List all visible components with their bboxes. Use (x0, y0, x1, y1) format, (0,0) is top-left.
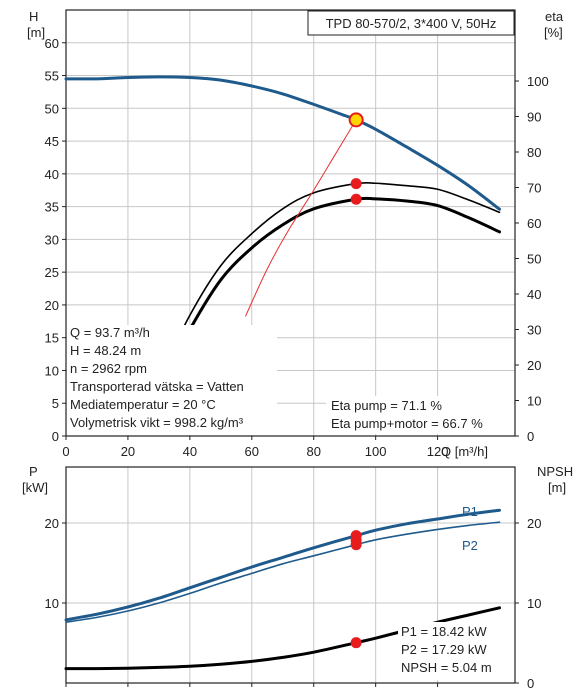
eta-axis-label: eta (545, 9, 564, 24)
info-temperature: Mediatemperatur = 20 °C (70, 397, 216, 412)
npsh-tick-label: 10 (527, 596, 541, 611)
eta-tick-label: 50 (527, 252, 541, 267)
flow-tick-label: 60 (245, 444, 259, 459)
info-p1: P1 = 18.42 kW (401, 624, 487, 639)
power-tick-label: 20 (45, 516, 59, 531)
info-p2: P2 = 17.29 kW (401, 642, 487, 657)
info-density: Volymetrisk vikt = 998.2 kg/m³ (70, 415, 244, 430)
info-head: H = 48.24 m (70, 343, 141, 358)
head-tick-label: 5 (52, 396, 59, 411)
eta-tick-label: 100 (527, 74, 549, 89)
lower-markers (350, 530, 362, 649)
lower-tick-labels: 10 20 0 10 20 (45, 516, 542, 691)
flow-tick-label: 20 (121, 444, 135, 459)
npsh-axis-unit: [m] (548, 480, 566, 495)
eta-tick-label: 10 (527, 394, 541, 409)
npsh-point-marker (350, 637, 362, 649)
info-npsh: NPSH = 5.04 m (401, 660, 492, 675)
eta-tick-label: 0 (527, 429, 534, 444)
duty-point-marker (348, 112, 364, 128)
eta-tick-label: 70 (527, 181, 541, 196)
power-point-marker (350, 534, 362, 546)
eta-total-curve (157, 196, 502, 392)
eta-tick-label: 90 (527, 110, 541, 125)
flow-tick-label: 120 (427, 444, 449, 459)
head-tick-label: 15 (45, 331, 59, 346)
eta-tick-label: 30 (527, 323, 541, 338)
info-eta-pump: Eta pump = 71.1 % (331, 398, 442, 413)
power-axis-unit: [kW] (22, 480, 48, 495)
eta-tick-label: 60 (527, 216, 541, 231)
head-tick-label: 35 (45, 200, 59, 215)
head-tick-label: 45 (45, 134, 59, 149)
flow-tick-label: 80 (306, 444, 320, 459)
eta-tick-label: 40 (527, 287, 541, 302)
head-tick-label: 55 (45, 69, 59, 84)
head-curve (64, 75, 502, 211)
head-tick-label: 20 (45, 298, 59, 313)
head-tick-label: 50 (45, 101, 59, 116)
npsh-tick-label: 0 (527, 676, 534, 691)
efficiency-info-box (326, 396, 514, 434)
head-tick-label: 10 (45, 363, 59, 378)
eta-pump-curve (158, 181, 501, 380)
npsh-axis-label: NPSH (537, 464, 573, 479)
info-flow: Q = 93.7 m³/h (70, 325, 150, 340)
npsh-tick-label: 20 (527, 516, 541, 531)
series-label-p1: P1 (462, 504, 478, 519)
p1-curve (64, 508, 502, 622)
upper-tick-labels: 0 5 10 15 20 25 30 35 40 45 50 55 60 0 10 20 30 40 50 60 70 8… (45, 36, 549, 459)
head-tick-label: 60 (45, 36, 59, 51)
system-curve (245, 119, 357, 317)
model-box (307, 10, 515, 36)
flow-tick-label: 100 (365, 444, 387, 459)
upper-markers (348, 112, 364, 205)
power-axis-label: P (29, 464, 38, 479)
eta-tick-label: 80 (527, 145, 541, 160)
head-tick-label: 0 (52, 429, 59, 444)
flow-axis-label: Q [m³/h] (441, 444, 488, 459)
lower-plot-frame (65, 466, 516, 684)
upper-series-layer (64, 75, 502, 392)
head-tick-label: 25 (45, 265, 59, 280)
series-label-p2: P2 (462, 538, 478, 553)
flow-tick-label: 40 (183, 444, 197, 459)
power-info-box (398, 622, 514, 680)
head-tick-label: 40 (45, 167, 59, 182)
info-liquid: Transporterad vätska = Vatten (70, 379, 244, 394)
flow-tick-label: 0 (62, 444, 69, 459)
duty-info-box (67, 325, 277, 435)
eta-tick-label: 20 (527, 358, 541, 373)
head-axis-unit: [m] (27, 25, 45, 40)
head-axis-label: H (29, 9, 38, 24)
info-eta-total: Eta pump+motor = 66.7 % (331, 416, 483, 431)
pump-model-label: TPD 80-570/2, 3*400 V, 50Hz (326, 16, 497, 31)
info-speed: n = 2962 rpm (70, 361, 147, 376)
eta-axis-unit: [%] (544, 25, 563, 40)
efficiency-point-marker (350, 178, 362, 190)
efficiency-point-marker (350, 193, 362, 205)
head-tick-label: 30 (45, 232, 59, 247)
power-tick-label: 10 (45, 596, 59, 611)
p2-curve (65, 521, 501, 623)
